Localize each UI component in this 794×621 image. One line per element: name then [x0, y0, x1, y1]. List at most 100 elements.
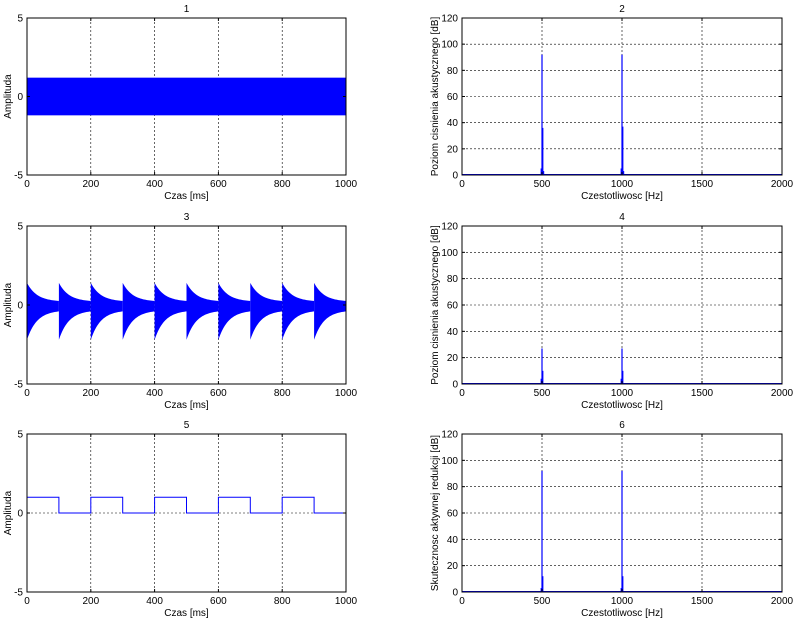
x-tick-label: 1500 [691, 596, 714, 607]
chart-title: 3 [184, 212, 190, 223]
x-tick-label: 0 [459, 179, 465, 190]
y-tick-label: 0 [452, 588, 458, 599]
y-tick-label: 0 [17, 92, 23, 103]
y-tick-label: -5 [14, 380, 23, 391]
y-tick-label: -5 [14, 588, 23, 599]
subplot-6: 0 500 1000 1500 2000 0 20 40 60 80 100 120 6 Czestotl… [430, 420, 794, 619]
y-axis-label: Poziom cisnienia akustycznego [dB] [430, 17, 441, 177]
y-tick-label: 40 [447, 535, 459, 546]
x-tick-label: 200 [82, 388, 99, 399]
y-tick-label: 0 [452, 380, 458, 391]
x-tick-label: 200 [82, 596, 99, 607]
x-tick-label: 500 [534, 596, 551, 607]
x-tick-label: 0 [24, 596, 30, 607]
y-tick-label: 120 [441, 222, 458, 233]
decay-burst [27, 282, 59, 340]
y-tick-label: 5 [17, 222, 23, 233]
x-axis-label: Czestotliwosc [Hz] [581, 191, 663, 202]
y-axis-label: Amplituda [3, 282, 14, 327]
y-tick-label: 40 [447, 327, 459, 338]
x-tick-label: 600 [210, 179, 227, 190]
square-wave-line [27, 496, 346, 514]
decay-burst [218, 282, 251, 340]
x-axis-label: Czestotliwosc [Hz] [581, 400, 663, 411]
chart-title: 4 [619, 212, 625, 223]
y-axis-label: Skutecznosc aktywnej redukcji [dB] [430, 435, 441, 591]
subplot-4: 0 500 1000 1500 2000 0 20 40 60 80 100 120 4 Czestotl… [430, 212, 794, 411]
decay-burst [250, 282, 283, 340]
decay-burst [282, 282, 315, 340]
y-tick-label: 60 [447, 509, 459, 520]
chart-title: 5 [184, 420, 190, 431]
x-tick-label: 2000 [771, 179, 794, 190]
x-tick-label: 0 [459, 388, 465, 399]
chart-title: 6 [619, 420, 625, 431]
x-tick-label: 800 [274, 388, 291, 399]
decay-burst [186, 282, 219, 340]
y-tick-label: 20 [447, 144, 459, 155]
y-axis-label: Poziom cisnienia akustycznego [dB] [430, 225, 441, 385]
x-tick-label: 400 [146, 596, 163, 607]
signal-band [27, 77, 346, 116]
y-tick-label: 100 [441, 456, 458, 467]
x-tick-label: 1000 [335, 179, 358, 190]
x-tick-label: 600 [210, 388, 227, 399]
x-tick-label: 1500 [691, 388, 714, 399]
x-tick-label: 0 [24, 179, 30, 190]
y-tick-label: 120 [441, 14, 458, 25]
y-tick-label: 60 [447, 301, 459, 312]
y-tick-label: 5 [17, 430, 23, 441]
x-tick-label: 0 [459, 596, 465, 607]
series-group [27, 77, 346, 116]
y-axis-label: Amplituda [3, 490, 14, 535]
y-tick-label: 80 [447, 482, 459, 493]
y-tick-label: -5 [14, 171, 23, 182]
x-axis-label: Czas [ms] [164, 191, 209, 202]
x-tick-label: 800 [274, 179, 291, 190]
x-axis-label: Czas [ms] [164, 608, 209, 619]
x-tick-label: 1000 [611, 388, 634, 399]
decay-burst [90, 282, 123, 340]
y-tick-label: 20 [447, 561, 459, 572]
x-axis-label: Czestotliwosc [Hz] [581, 608, 663, 619]
y-axis-label: Amplituda [3, 74, 14, 119]
x-axis-label: Czas [ms] [164, 400, 209, 411]
y-tick-label: 80 [447, 274, 459, 285]
x-tick-label: 1000 [611, 179, 634, 190]
x-tick-label: 1000 [611, 596, 634, 607]
decay-burst [58, 282, 91, 340]
y-tick-label: 100 [441, 40, 458, 51]
chart-title: 2 [619, 4, 625, 15]
y-tick-label: 80 [447, 66, 459, 77]
x-tick-label: 1500 [691, 179, 714, 190]
y-tick-label: 0 [17, 509, 23, 520]
x-tick-label: 1000 [335, 388, 358, 399]
x-tick-label: 1000 [335, 596, 358, 607]
x-tick-label: 400 [146, 179, 163, 190]
x-tick-label: 2000 [771, 388, 794, 399]
y-tick-label: 100 [441, 248, 458, 259]
decay-burst [314, 282, 346, 340]
y-tick-label: 40 [447, 118, 459, 129]
y-tick-label: 0 [452, 171, 458, 182]
x-tick-label: 0 [24, 388, 30, 399]
x-tick-label: 600 [210, 596, 227, 607]
subplot-2: 0 500 1000 1500 2000 0 20 40 60 80 100 120 2 Czestotl… [430, 4, 794, 202]
y-tick-label: 5 [17, 14, 23, 25]
x-tick-label: 500 [534, 388, 551, 399]
y-tick-label: 20 [447, 353, 459, 364]
x-tick-label: 2000 [771, 596, 794, 607]
x-tick-label: 500 [534, 179, 551, 190]
y-tick-label: 0 [17, 301, 23, 312]
decay-burst [154, 282, 187, 340]
series-group [27, 496, 346, 514]
series-group [27, 282, 346, 340]
y-tick-label: 60 [447, 92, 459, 103]
chart-title: 1 [184, 4, 190, 15]
x-tick-label: 400 [146, 388, 163, 399]
x-tick-label: 200 [82, 179, 99, 190]
